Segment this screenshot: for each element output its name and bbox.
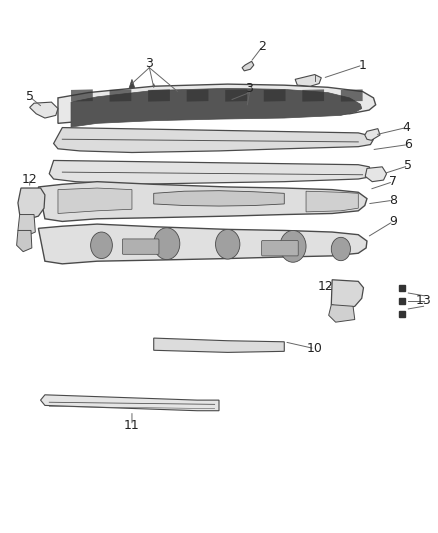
Text: 7: 7: [389, 175, 397, 188]
Polygon shape: [149, 84, 158, 97]
FancyBboxPatch shape: [122, 239, 159, 254]
Circle shape: [154, 228, 180, 260]
Circle shape: [215, 229, 240, 259]
Polygon shape: [328, 305, 355, 322]
Text: 11: 11: [124, 419, 140, 432]
Polygon shape: [110, 90, 131, 102]
Polygon shape: [71, 90, 93, 102]
Text: 12: 12: [22, 173, 38, 185]
Polygon shape: [148, 90, 170, 102]
Text: 9: 9: [389, 215, 397, 228]
Polygon shape: [264, 90, 286, 102]
Text: 13: 13: [416, 294, 431, 308]
Polygon shape: [127, 79, 136, 93]
Polygon shape: [154, 338, 284, 352]
Polygon shape: [41, 395, 219, 411]
Text: 5: 5: [404, 159, 412, 172]
Polygon shape: [18, 188, 45, 219]
Polygon shape: [30, 102, 58, 118]
Polygon shape: [365, 128, 380, 140]
Polygon shape: [58, 84, 376, 123]
Polygon shape: [225, 90, 247, 102]
Polygon shape: [302, 90, 324, 102]
FancyBboxPatch shape: [261, 240, 298, 256]
Polygon shape: [39, 182, 367, 221]
Polygon shape: [365, 167, 387, 182]
Circle shape: [91, 232, 113, 259]
Polygon shape: [187, 90, 208, 102]
Polygon shape: [173, 88, 182, 101]
Polygon shape: [228, 95, 237, 109]
Polygon shape: [39, 224, 367, 264]
Polygon shape: [53, 127, 374, 152]
Polygon shape: [58, 188, 132, 214]
Text: 10: 10: [307, 342, 323, 355]
Polygon shape: [154, 191, 284, 206]
Circle shape: [331, 237, 350, 261]
Text: 3: 3: [145, 58, 153, 70]
Polygon shape: [306, 191, 358, 212]
Polygon shape: [242, 61, 254, 71]
Polygon shape: [341, 90, 363, 102]
Text: 8: 8: [389, 193, 397, 207]
Polygon shape: [49, 160, 371, 184]
Polygon shape: [71, 88, 362, 127]
Text: 2: 2: [258, 40, 266, 53]
Text: 3: 3: [246, 83, 254, 95]
Text: 12: 12: [318, 280, 333, 293]
Polygon shape: [18, 215, 35, 236]
Text: 4: 4: [402, 121, 410, 134]
Text: 5: 5: [26, 90, 34, 103]
Polygon shape: [243, 101, 252, 114]
Polygon shape: [331, 280, 364, 309]
Text: 1: 1: [359, 59, 367, 71]
Text: 6: 6: [404, 138, 412, 151]
Polygon shape: [295, 75, 321, 86]
Polygon shape: [17, 230, 32, 252]
Circle shape: [280, 230, 306, 262]
